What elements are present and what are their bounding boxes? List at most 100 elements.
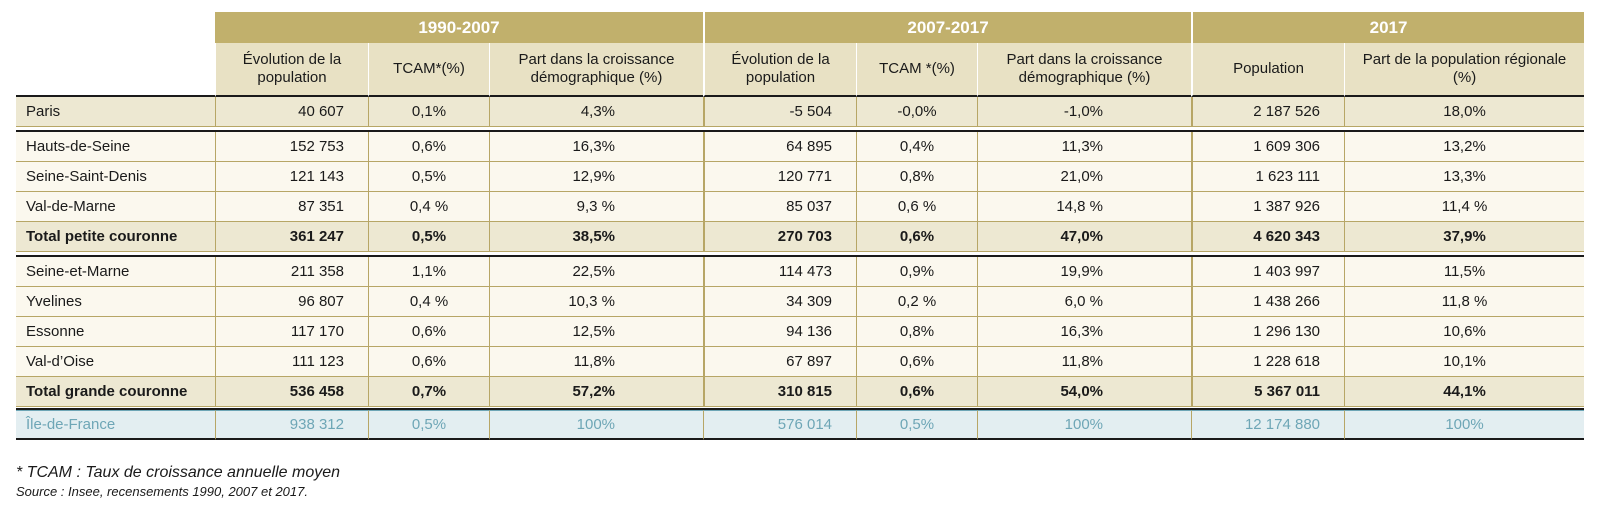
table-cell: 0,1% (368, 97, 489, 127)
table-cell: 0,4 % (368, 287, 489, 317)
table-cell: 34 309 (703, 287, 857, 317)
table-cell: 938 312 (215, 410, 368, 440)
separator-cell (16, 252, 1585, 257)
table-cell: 0,6% (368, 347, 489, 377)
table-body: Paris 40 607 0,1% 4,3% -5 504 -0,0% -1,0% 2 187… (16, 97, 1585, 440)
table-cell: 0,6% (368, 317, 489, 347)
table-cell: 12 174 880 (1191, 410, 1345, 440)
separator-cell (16, 407, 1585, 410)
group-header: 2007-2017 (703, 12, 1192, 43)
table-cell: 1 387 926 (1191, 192, 1345, 222)
table-cell: 121 143 (215, 162, 368, 192)
table-cell: 85 037 (703, 192, 857, 222)
column-header: TCAM*(%) (368, 43, 489, 97)
table-cell: 87 351 (215, 192, 368, 222)
row-label: Val-de-Marne (16, 192, 215, 222)
table-cell: 361 247 (215, 222, 368, 252)
table-row: Yvelines 96 807 0,4 % 10,3 % 34 309 0,2 % 6,0 … (16, 287, 1585, 317)
table-cell: 12,9% (489, 162, 704, 192)
group-header-row: 1990-2007 2007-2017 2017 (16, 12, 1585, 43)
table-cell: 13,3% (1344, 162, 1585, 192)
table-cell: 0,6% (856, 377, 978, 407)
table-cell: 536 458 (215, 377, 368, 407)
footnotes: * TCAM : Taux de croissance annuelle moy… (16, 464, 340, 499)
table-cell: 1 438 266 (1191, 287, 1345, 317)
table-cell: 0,5% (368, 222, 489, 252)
table-cell: 11,3% (977, 132, 1192, 162)
row-separator (16, 127, 1585, 132)
table-cell: 11,5% (1344, 257, 1585, 287)
table-cell: 1 296 130 (1191, 317, 1345, 347)
row-label: Total grande couronne (16, 377, 215, 407)
table-cell: -0,0% (856, 97, 978, 127)
table-cell: 4,3% (489, 97, 704, 127)
column-header: Évolution de la population (215, 43, 368, 97)
table-cell: 6,0 % (977, 287, 1192, 317)
row-label: Île-de-France (16, 410, 215, 440)
column-header: Part de la population régionale (%) (1344, 43, 1585, 97)
table-cell: 9,3 % (489, 192, 704, 222)
table-cell: 0,5% (856, 410, 978, 440)
table-cell: 94 136 (703, 317, 857, 347)
table-row: Essonne 117 170 0,6% 12,5% 94 136 0,8% 16,3% 1 … (16, 317, 1585, 347)
table-cell: 13,2% (1344, 132, 1585, 162)
row-label: Paris (16, 97, 215, 127)
table-cell: -5 504 (703, 97, 857, 127)
column-header: Évolution de la population (703, 43, 857, 97)
table-cell: 120 771 (703, 162, 857, 192)
table-cell: 576 014 (703, 410, 857, 440)
table-cell: 57,2% (489, 377, 704, 407)
table-row: Total petite couronne 361 247 0,5% 38,5% 270… (16, 222, 1585, 252)
table-cell: 1 609 306 (1191, 132, 1345, 162)
group-header: 1990-2007 (215, 12, 704, 43)
table-cell: 54,0% (977, 377, 1192, 407)
table-container: 1990-2007 2007-2017 2017 Évolution de la… (16, 12, 1585, 440)
group-header: 2017 (1191, 12, 1585, 43)
table-cell: 0,8% (856, 317, 978, 347)
table-row: Total grande couronne 536 458 0,7% 57,2% 310… (16, 377, 1585, 407)
table-cell: 0,4% (856, 132, 978, 162)
table-cell: 310 815 (703, 377, 857, 407)
tcam-footnote: * TCAM : Taux de croissance annuelle moy… (16, 464, 341, 481)
table-cell: 1 403 997 (1191, 257, 1345, 287)
table-cell: 0,4 % (368, 192, 489, 222)
table-cell: 67 897 (703, 347, 857, 377)
row-label: Seine-Saint-Denis (16, 162, 215, 192)
table-cell: 16,3% (489, 132, 704, 162)
table-cell: 0,2 % (856, 287, 978, 317)
table-cell: 100% (1344, 410, 1585, 440)
row-separator (16, 407, 1585, 410)
corner-cell (16, 12, 215, 43)
table-row: Hauts-de-Seine 152 753 0,6% 16,3% 64 895 0,4%… (16, 132, 1585, 162)
table-cell: 1 623 111 (1191, 162, 1345, 192)
population-table: 1990-2007 2007-2017 2017 Évolution de la… (16, 12, 1585, 440)
table-cell: 0,8% (856, 162, 978, 192)
column-header: Part dans la croissance démographique (%… (489, 43, 704, 97)
corner-cell (16, 43, 215, 97)
table-cell: 0,7% (368, 377, 489, 407)
table-cell: 10,3 % (489, 287, 704, 317)
column-header: Part dans la croissance démographique (%… (977, 43, 1192, 97)
table-cell: 10,1% (1344, 347, 1585, 377)
table-cell: 11,8% (489, 347, 704, 377)
table-cell: 270 703 (703, 222, 857, 252)
source-note: Source : Insee, recensements 1990, 2007 … (16, 484, 308, 499)
table-cell: 1,1% (368, 257, 489, 287)
separator-cell (16, 127, 1585, 132)
row-label: Total petite couronne (16, 222, 215, 252)
table-row: Val-de-Marne 87 351 0,4 % 9,3 % 85 037 0,6 % 1… (16, 192, 1585, 222)
table-cell: 19,9% (977, 257, 1192, 287)
table-cell: 211 358 (215, 257, 368, 287)
row-label: Hauts-de-Seine (16, 132, 215, 162)
table-cell: 16,3% (977, 317, 1192, 347)
table-cell: 117 170 (215, 317, 368, 347)
table-cell: 14,8 % (977, 192, 1192, 222)
table-cell: -1,0% (977, 97, 1192, 127)
table-cell: 0,6% (368, 132, 489, 162)
table-cell: 64 895 (703, 132, 857, 162)
table-cell: 37,9% (1344, 222, 1585, 252)
table-cell: 40 607 (215, 97, 368, 127)
table-cell: 38,5% (489, 222, 704, 252)
table-row: Île-de-France 938 312 0,5% 100% 576 014 0,5% 1… (16, 410, 1585, 440)
row-label: Seine-et-Marne (16, 257, 215, 287)
